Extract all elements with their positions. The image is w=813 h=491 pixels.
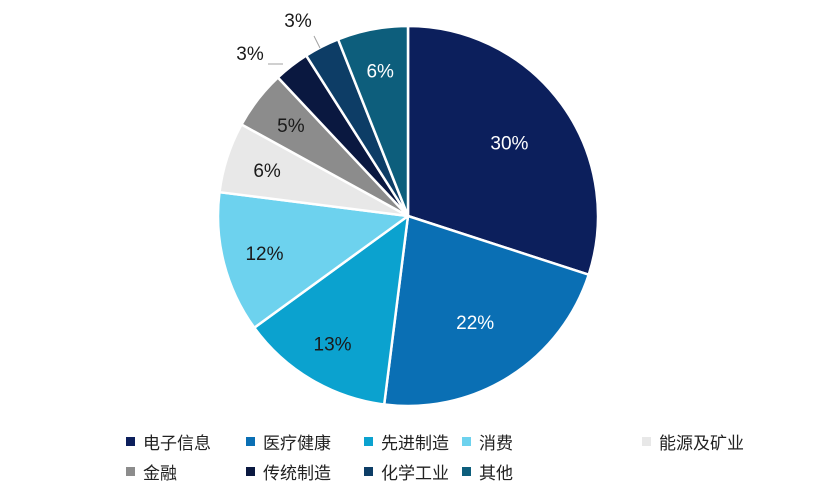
legend-label: 能源及矿业: [659, 433, 744, 454]
legend-label: 金融: [143, 463, 177, 484]
legend-item-healthcare: 医疗健康: [246, 429, 364, 454]
pie-labels: 30% 22% 13% 12% 6% 5% 3% 3% 6%: [236, 11, 528, 356]
legend-swatch: [126, 436, 135, 446]
pie-chart: 30% 22% 13% 12% 6% 5% 3% 3% 6%: [216, 11, 600, 408]
legend-label: 化学工业: [381, 463, 449, 484]
legend-row-1: 电子信息 医疗健康 先进制造 消费 能源及矿业: [126, 426, 766, 456]
legend-swatch: [642, 436, 651, 446]
legend-swatch: [462, 436, 471, 446]
legend-swatch: [246, 466, 255, 476]
legend-row-2: 金融 传统制造 化学工业 其他: [126, 456, 766, 486]
slice-label-3: 13%: [314, 335, 352, 356]
legend-item-other: 其他: [462, 459, 513, 484]
legend-item-advanced-manufacturing: 先进制造: [364, 429, 462, 454]
legend-item-finance: 金融: [126, 459, 246, 484]
slice-label-9: 6%: [366, 61, 394, 82]
legend-item-energy-mining: 能源及矿业: [642, 429, 744, 454]
legend-label: 传统制造: [263, 463, 331, 484]
leader-line: [313, 35, 321, 49]
slice-label-7: 3%: [236, 44, 264, 65]
legend-label: 电子信息: [143, 433, 211, 454]
pie-slice-2: [382, 214, 590, 408]
legend-swatch: [462, 466, 471, 476]
legend-label: 其他: [479, 463, 513, 484]
legend-item-consumer: 消费: [462, 429, 642, 454]
legend-label: 医疗健康: [263, 433, 331, 454]
legend-label: 消费: [479, 433, 513, 454]
slice-label-2: 22%: [456, 313, 494, 334]
legend-item-electronics: 电子信息: [126, 429, 246, 454]
slice-label-6: 5%: [277, 116, 305, 137]
legend-label: 先进制造: [381, 433, 449, 454]
pie-slice-1: [406, 24, 600, 276]
pie-slice-3: [253, 214, 410, 406]
slice-label-5: 6%: [253, 161, 281, 182]
slice-label-1: 30%: [490, 133, 528, 154]
slice-label-8: 3%: [284, 11, 312, 32]
legend-item-traditional-manufacturing: 传统制造: [246, 459, 364, 484]
slice-label-4: 12%: [245, 244, 283, 265]
legend-item-chemical-industry: 化学工业: [364, 459, 462, 484]
legend-swatch: [364, 436, 373, 446]
legend-swatch: [126, 466, 135, 476]
pie-slices: [216, 24, 600, 408]
pie-slice-9: [336, 24, 410, 218]
legend-swatch: [246, 436, 255, 446]
pie-slice-4: [216, 190, 410, 329]
legend: 电子信息 医疗健康 先进制造 消费 能源及矿业 金融 传统制造 化: [126, 426, 766, 486]
legend-swatch: [364, 466, 373, 476]
